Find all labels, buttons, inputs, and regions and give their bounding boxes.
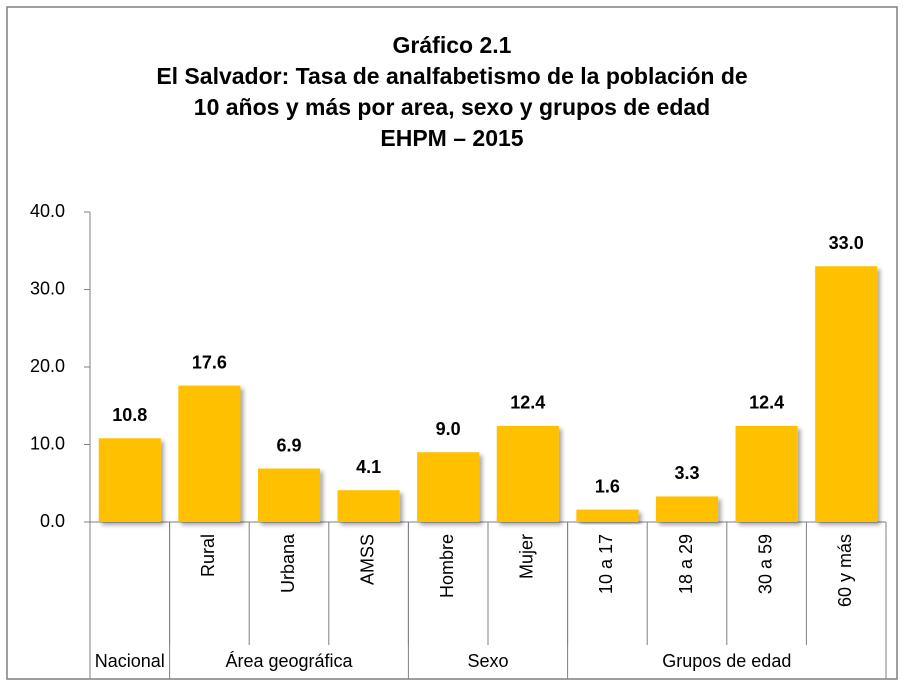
group-label: Área geográfica <box>225 651 353 671</box>
x-tick-label: Rural <box>198 534 218 577</box>
value-label: 17.6 <box>192 352 227 372</box>
value-label: 4.1 <box>356 457 381 477</box>
x-tick-label: AMSS <box>357 534 377 585</box>
value-label: 33.0 <box>829 233 864 253</box>
value-label: 10.8 <box>112 405 147 425</box>
x-tick-label: 10 a 17 <box>596 534 616 594</box>
value-label: 12.4 <box>510 393 545 413</box>
y-tick-label: 30.0 <box>30 278 65 298</box>
bar <box>655 496 719 522</box>
value-label: 3.3 <box>674 463 699 483</box>
bar <box>576 509 639 522</box>
value-label: 12.4 <box>749 393 784 413</box>
value-label: 1.6 <box>595 476 620 496</box>
x-tick-label: Mujer <box>517 534 537 579</box>
frame <box>6 6 898 680</box>
value-label: 9.0 <box>436 419 461 439</box>
x-tick-label: 60 y más <box>835 534 855 607</box>
y-tick-label: 0.0 <box>40 511 65 531</box>
group-label: Sexo <box>467 651 508 671</box>
bar <box>735 425 798 522</box>
bar <box>337 490 400 522</box>
group-label: Grupos de edad <box>662 651 791 671</box>
y-tick-label: 40.0 <box>30 201 65 221</box>
group-label: Nacional <box>95 651 165 671</box>
y-tick-label: 20.0 <box>30 356 65 376</box>
bar <box>417 452 480 522</box>
chart-title: 10 años y más por area, sexo y grupos de… <box>194 94 710 120</box>
chart-title: Gráfico 2.1 <box>393 32 512 58</box>
x-tick-label: 30 a 59 <box>755 534 775 594</box>
bar <box>257 468 321 522</box>
bar <box>496 425 559 522</box>
chart-title: El Salvador: Tasa de analfabetismo de la… <box>156 63 747 89</box>
bar <box>815 266 878 522</box>
x-tick-label: Urbana <box>278 533 298 593</box>
bar <box>98 438 161 522</box>
value-label: 6.9 <box>276 435 301 455</box>
x-tick-label: Hombre <box>437 534 457 598</box>
x-tick-label: 18 a 29 <box>676 534 696 594</box>
chart-title: EHPM – 2015 <box>380 125 523 151</box>
bar <box>178 385 241 522</box>
y-tick-label: 10.0 <box>30 433 65 453</box>
